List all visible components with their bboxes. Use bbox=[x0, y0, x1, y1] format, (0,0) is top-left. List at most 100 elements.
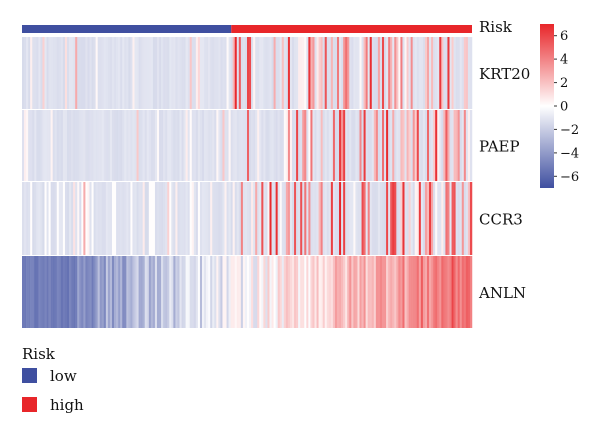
heatmap-cell bbox=[89, 182, 92, 255]
heatmap-cell bbox=[443, 256, 446, 328]
heatmap-cell bbox=[152, 110, 156, 181]
heatmap-cell bbox=[330, 37, 334, 109]
heatmap-cell bbox=[157, 110, 160, 181]
heatmap-cell bbox=[408, 256, 411, 328]
heatmap-cell bbox=[451, 110, 454, 181]
heatmap-cell bbox=[375, 256, 379, 328]
heatmap-cell bbox=[197, 37, 201, 109]
heatmap-cell bbox=[386, 110, 389, 181]
heatmap-cell bbox=[367, 37, 370, 109]
heatmap-cell bbox=[302, 110, 305, 181]
heatmap-cell bbox=[38, 182, 41, 255]
heatmap-cell bbox=[56, 110, 60, 181]
annotation-track-label: Risk bbox=[479, 18, 513, 36]
heatmap-cell bbox=[101, 182, 105, 255]
heatmap-cell bbox=[40, 110, 43, 181]
heatmap-cell bbox=[435, 256, 438, 328]
heatmap-cell bbox=[214, 256, 217, 328]
heatmap-cell bbox=[451, 37, 454, 109]
heatmap-cell bbox=[34, 110, 37, 181]
heatmap-cell bbox=[226, 182, 229, 255]
heatmap-cell bbox=[379, 256, 383, 328]
heatmap-cell bbox=[384, 182, 387, 255]
heatmap-cell bbox=[312, 37, 315, 109]
heatmap-cell bbox=[26, 182, 29, 255]
heatmap-cell bbox=[247, 256, 250, 328]
heatmap-cell bbox=[435, 182, 438, 255]
heatmap-cell bbox=[467, 182, 471, 255]
heatmap-cell bbox=[402, 110, 405, 181]
color-scale-bar bbox=[540, 24, 554, 188]
heatmap-cell bbox=[388, 256, 391, 328]
heatmap-cell bbox=[283, 182, 287, 255]
heatmap-cell bbox=[206, 110, 209, 181]
heatmap-cell bbox=[300, 37, 303, 109]
heatmap-cell bbox=[146, 182, 150, 255]
heatmap-cell bbox=[222, 182, 225, 255]
heatmap-cell bbox=[183, 256, 186, 328]
heatmap-cell bbox=[420, 182, 424, 255]
row-label-anln: ANLN bbox=[478, 284, 526, 302]
heatmap-cell bbox=[134, 182, 137, 255]
heatmap-cell bbox=[267, 110, 270, 181]
heatmap-cell bbox=[175, 37, 178, 109]
heatmap-cell bbox=[355, 256, 358, 328]
heatmap-cell bbox=[369, 256, 373, 328]
heatmap-cell bbox=[265, 110, 268, 181]
heatmap-cell bbox=[261, 37, 264, 109]
heatmap-cell bbox=[132, 256, 135, 328]
heatmap-cell bbox=[339, 110, 342, 181]
heatmap-cell bbox=[216, 182, 219, 255]
heatmap-cell bbox=[54, 256, 58, 328]
heatmap-cell bbox=[412, 182, 415, 255]
heatmap-cell bbox=[416, 37, 420, 109]
heatmap-cell bbox=[26, 37, 29, 109]
heatmap-cell bbox=[453, 256, 456, 328]
heatmap-cell bbox=[445, 110, 448, 181]
heatmap-cell bbox=[377, 182, 381, 255]
heatmap-cell bbox=[367, 182, 370, 255]
heatmap-cell bbox=[261, 182, 264, 255]
heatmap-cell bbox=[126, 256, 129, 328]
heatmap-cell bbox=[64, 37, 68, 109]
heatmap-cell bbox=[398, 110, 401, 181]
heatmap-cell bbox=[32, 110, 35, 181]
heatmap-cell bbox=[443, 37, 446, 109]
heatmap-cell bbox=[75, 182, 78, 255]
heatmap-cell bbox=[212, 182, 215, 255]
heatmap-cell bbox=[75, 256, 78, 328]
heatmap-cell bbox=[404, 37, 407, 109]
heatmap-cell bbox=[154, 37, 158, 109]
heatmap-cell bbox=[150, 256, 154, 328]
heatmap-cell bbox=[365, 256, 368, 328]
heatmap-cell bbox=[75, 37, 78, 109]
heatmap-cell bbox=[345, 256, 348, 328]
heatmap-cell bbox=[240, 110, 244, 181]
heatmap-cell bbox=[353, 182, 356, 255]
heatmap-cell bbox=[334, 182, 338, 255]
heatmap-cell bbox=[32, 182, 35, 255]
heatmap-cell bbox=[469, 182, 473, 255]
heatmap-cell bbox=[451, 256, 454, 328]
heatmap-cell bbox=[402, 37, 405, 109]
heatmap-cell bbox=[302, 256, 305, 328]
heatmap-cell bbox=[379, 37, 383, 109]
heatmap-cell bbox=[429, 110, 432, 181]
heatmap-cell bbox=[58, 110, 62, 181]
heatmap-cell bbox=[234, 256, 238, 328]
heatmap-cell bbox=[124, 182, 127, 255]
heatmap-cell bbox=[463, 110, 467, 181]
heatmap-cell bbox=[279, 37, 283, 109]
heatmap-cell bbox=[83, 182, 86, 255]
heatmap-cell bbox=[42, 182, 45, 255]
heatmap-cell bbox=[414, 256, 418, 328]
heatmap-cell bbox=[424, 110, 428, 181]
heatmap-cell bbox=[210, 37, 213, 109]
heatmap-cell bbox=[465, 182, 469, 255]
heatmap-cell bbox=[326, 110, 330, 181]
color-scale-ticks: 6 4 2 0 −2 −4 −6 bbox=[554, 29, 579, 185]
heatmap-cell bbox=[320, 256, 323, 328]
heatmap-cell bbox=[437, 182, 440, 255]
heatmap-cell bbox=[328, 110, 332, 181]
heatmap-cell bbox=[238, 37, 242, 109]
